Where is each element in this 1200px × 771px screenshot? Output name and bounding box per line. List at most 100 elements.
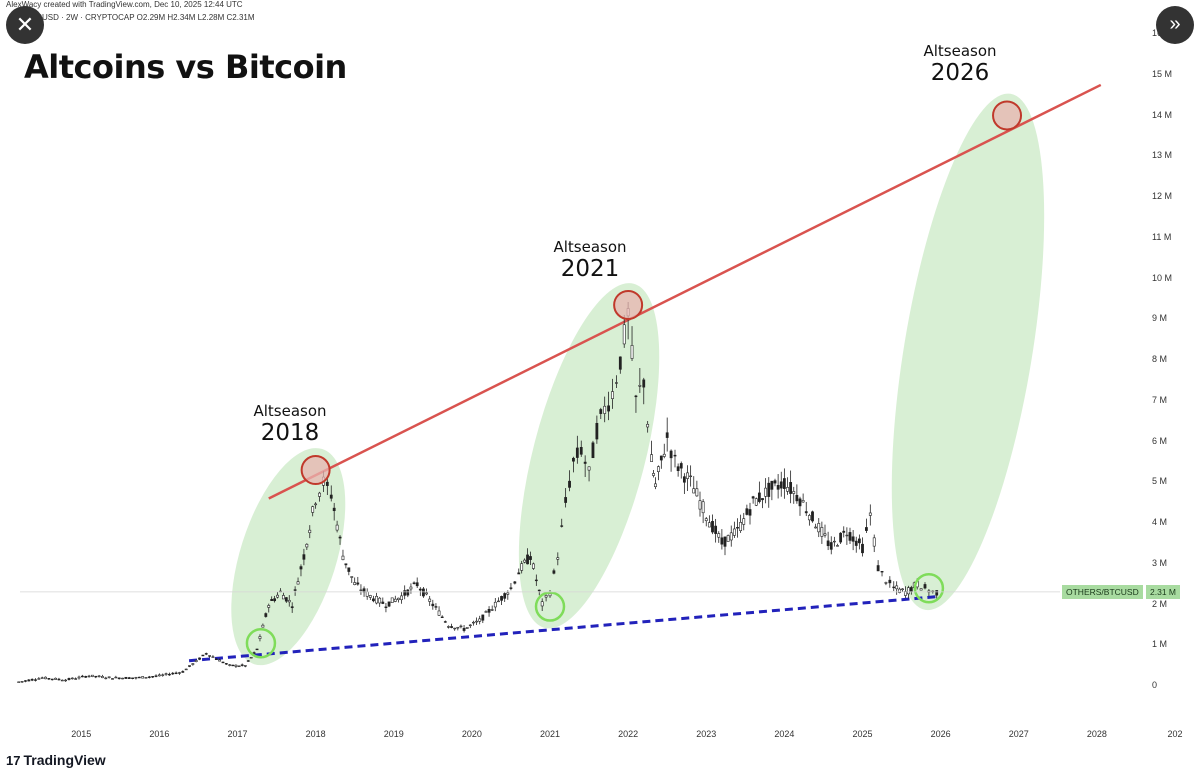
candle-body xyxy=(795,494,799,502)
candle-body xyxy=(87,675,91,678)
candle-body xyxy=(34,679,37,681)
candle-body xyxy=(801,500,805,503)
y-tick-label: 1 M xyxy=(1152,639,1168,650)
annotation-2018: Altseason 2018 xyxy=(240,402,340,446)
candle-body xyxy=(37,678,41,680)
annotation-2026: Altseason 2026 xyxy=(910,42,1010,86)
x-tick-label: 2018 xyxy=(305,729,326,739)
candle-body xyxy=(127,677,131,679)
candle-body xyxy=(487,609,491,613)
candle-body xyxy=(80,675,84,678)
candle-body xyxy=(767,482,771,497)
candle-body xyxy=(329,494,333,499)
candle-body xyxy=(748,509,752,516)
candle-body xyxy=(403,590,407,596)
symbol-ohlc-line: BTCUSD · 2W · CRYPTOCAP O2.29M H2.34M L2… xyxy=(26,13,255,22)
candle-body xyxy=(909,587,913,592)
candle-body xyxy=(434,606,438,608)
candle-body xyxy=(387,601,391,607)
candle-body xyxy=(47,678,51,680)
candle-body xyxy=(422,588,425,597)
next-button[interactable]: » xyxy=(1156,6,1194,44)
candle-body xyxy=(475,620,478,623)
candle-body xyxy=(872,537,876,547)
candle-body xyxy=(365,591,369,597)
peak-marker xyxy=(992,100,1023,131)
candle-body xyxy=(726,535,730,542)
candle-body xyxy=(204,653,208,655)
candle-body xyxy=(418,588,422,591)
candle-body xyxy=(397,597,400,601)
candle-body xyxy=(534,579,538,582)
candle-body xyxy=(652,473,655,476)
candle-body xyxy=(57,678,61,681)
candle-body xyxy=(67,678,71,680)
annotation-label: Altseason xyxy=(553,238,627,256)
candle-body xyxy=(906,587,910,595)
candle-body xyxy=(255,648,259,651)
candle-body xyxy=(698,500,702,510)
candle-body xyxy=(523,559,527,563)
peak-marker xyxy=(300,455,331,486)
candle-body xyxy=(124,676,128,679)
candle-body xyxy=(646,423,650,428)
candle-body xyxy=(789,482,793,494)
candle-body xyxy=(552,570,556,574)
candle-body xyxy=(450,626,453,628)
candle-body xyxy=(618,356,622,370)
candle-body xyxy=(745,508,749,515)
candle-body xyxy=(325,481,329,486)
candle-body xyxy=(261,624,265,628)
candle-body xyxy=(751,496,755,499)
candle-body xyxy=(465,627,469,629)
bottom-marker xyxy=(534,591,566,622)
candle-body xyxy=(296,581,300,585)
candle-body xyxy=(544,595,548,598)
candle-body xyxy=(732,528,736,536)
candle-body xyxy=(224,663,228,665)
candle-body xyxy=(54,677,57,680)
candle-body xyxy=(630,345,634,359)
annotation-label: Altseason xyxy=(253,402,327,420)
x-tick-label: 202 xyxy=(1167,729,1183,739)
candle-body xyxy=(353,582,357,586)
candle-body xyxy=(786,487,789,492)
candle-body xyxy=(742,518,746,525)
candle-body xyxy=(478,618,482,622)
candle-body xyxy=(757,492,761,502)
chart-title: Altcoins vs Bitcoin xyxy=(24,48,347,86)
candle-body xyxy=(412,582,416,584)
candle-body xyxy=(904,591,907,596)
candle-body xyxy=(839,532,843,543)
candle-body xyxy=(711,521,714,533)
candle-body xyxy=(168,673,171,676)
candle-body xyxy=(178,672,181,674)
close-button[interactable]: ✕ xyxy=(6,6,44,44)
candle-body xyxy=(338,536,342,539)
candle-body xyxy=(770,480,774,490)
candle-body xyxy=(293,589,297,591)
candle-body xyxy=(228,664,232,666)
candle-body xyxy=(520,563,524,571)
candle-body xyxy=(935,590,939,596)
candle-body xyxy=(273,598,277,602)
candle-body xyxy=(384,606,388,608)
candle-body xyxy=(237,665,241,668)
candle-body xyxy=(497,600,500,603)
candle-body xyxy=(823,533,827,536)
candle-body xyxy=(811,511,814,522)
candle-body xyxy=(425,592,428,595)
candle-body xyxy=(556,557,560,560)
candle-body xyxy=(729,532,733,541)
candle-body xyxy=(861,543,864,554)
candle-body xyxy=(857,538,861,544)
candle-body xyxy=(490,609,494,611)
candle-body xyxy=(634,395,638,398)
candle-body xyxy=(493,601,497,608)
candle-body xyxy=(792,491,796,494)
candle-body xyxy=(884,582,888,584)
candle-body xyxy=(798,498,802,507)
candle-body xyxy=(622,324,626,345)
candle-body xyxy=(895,585,899,590)
candle-body xyxy=(468,624,472,627)
